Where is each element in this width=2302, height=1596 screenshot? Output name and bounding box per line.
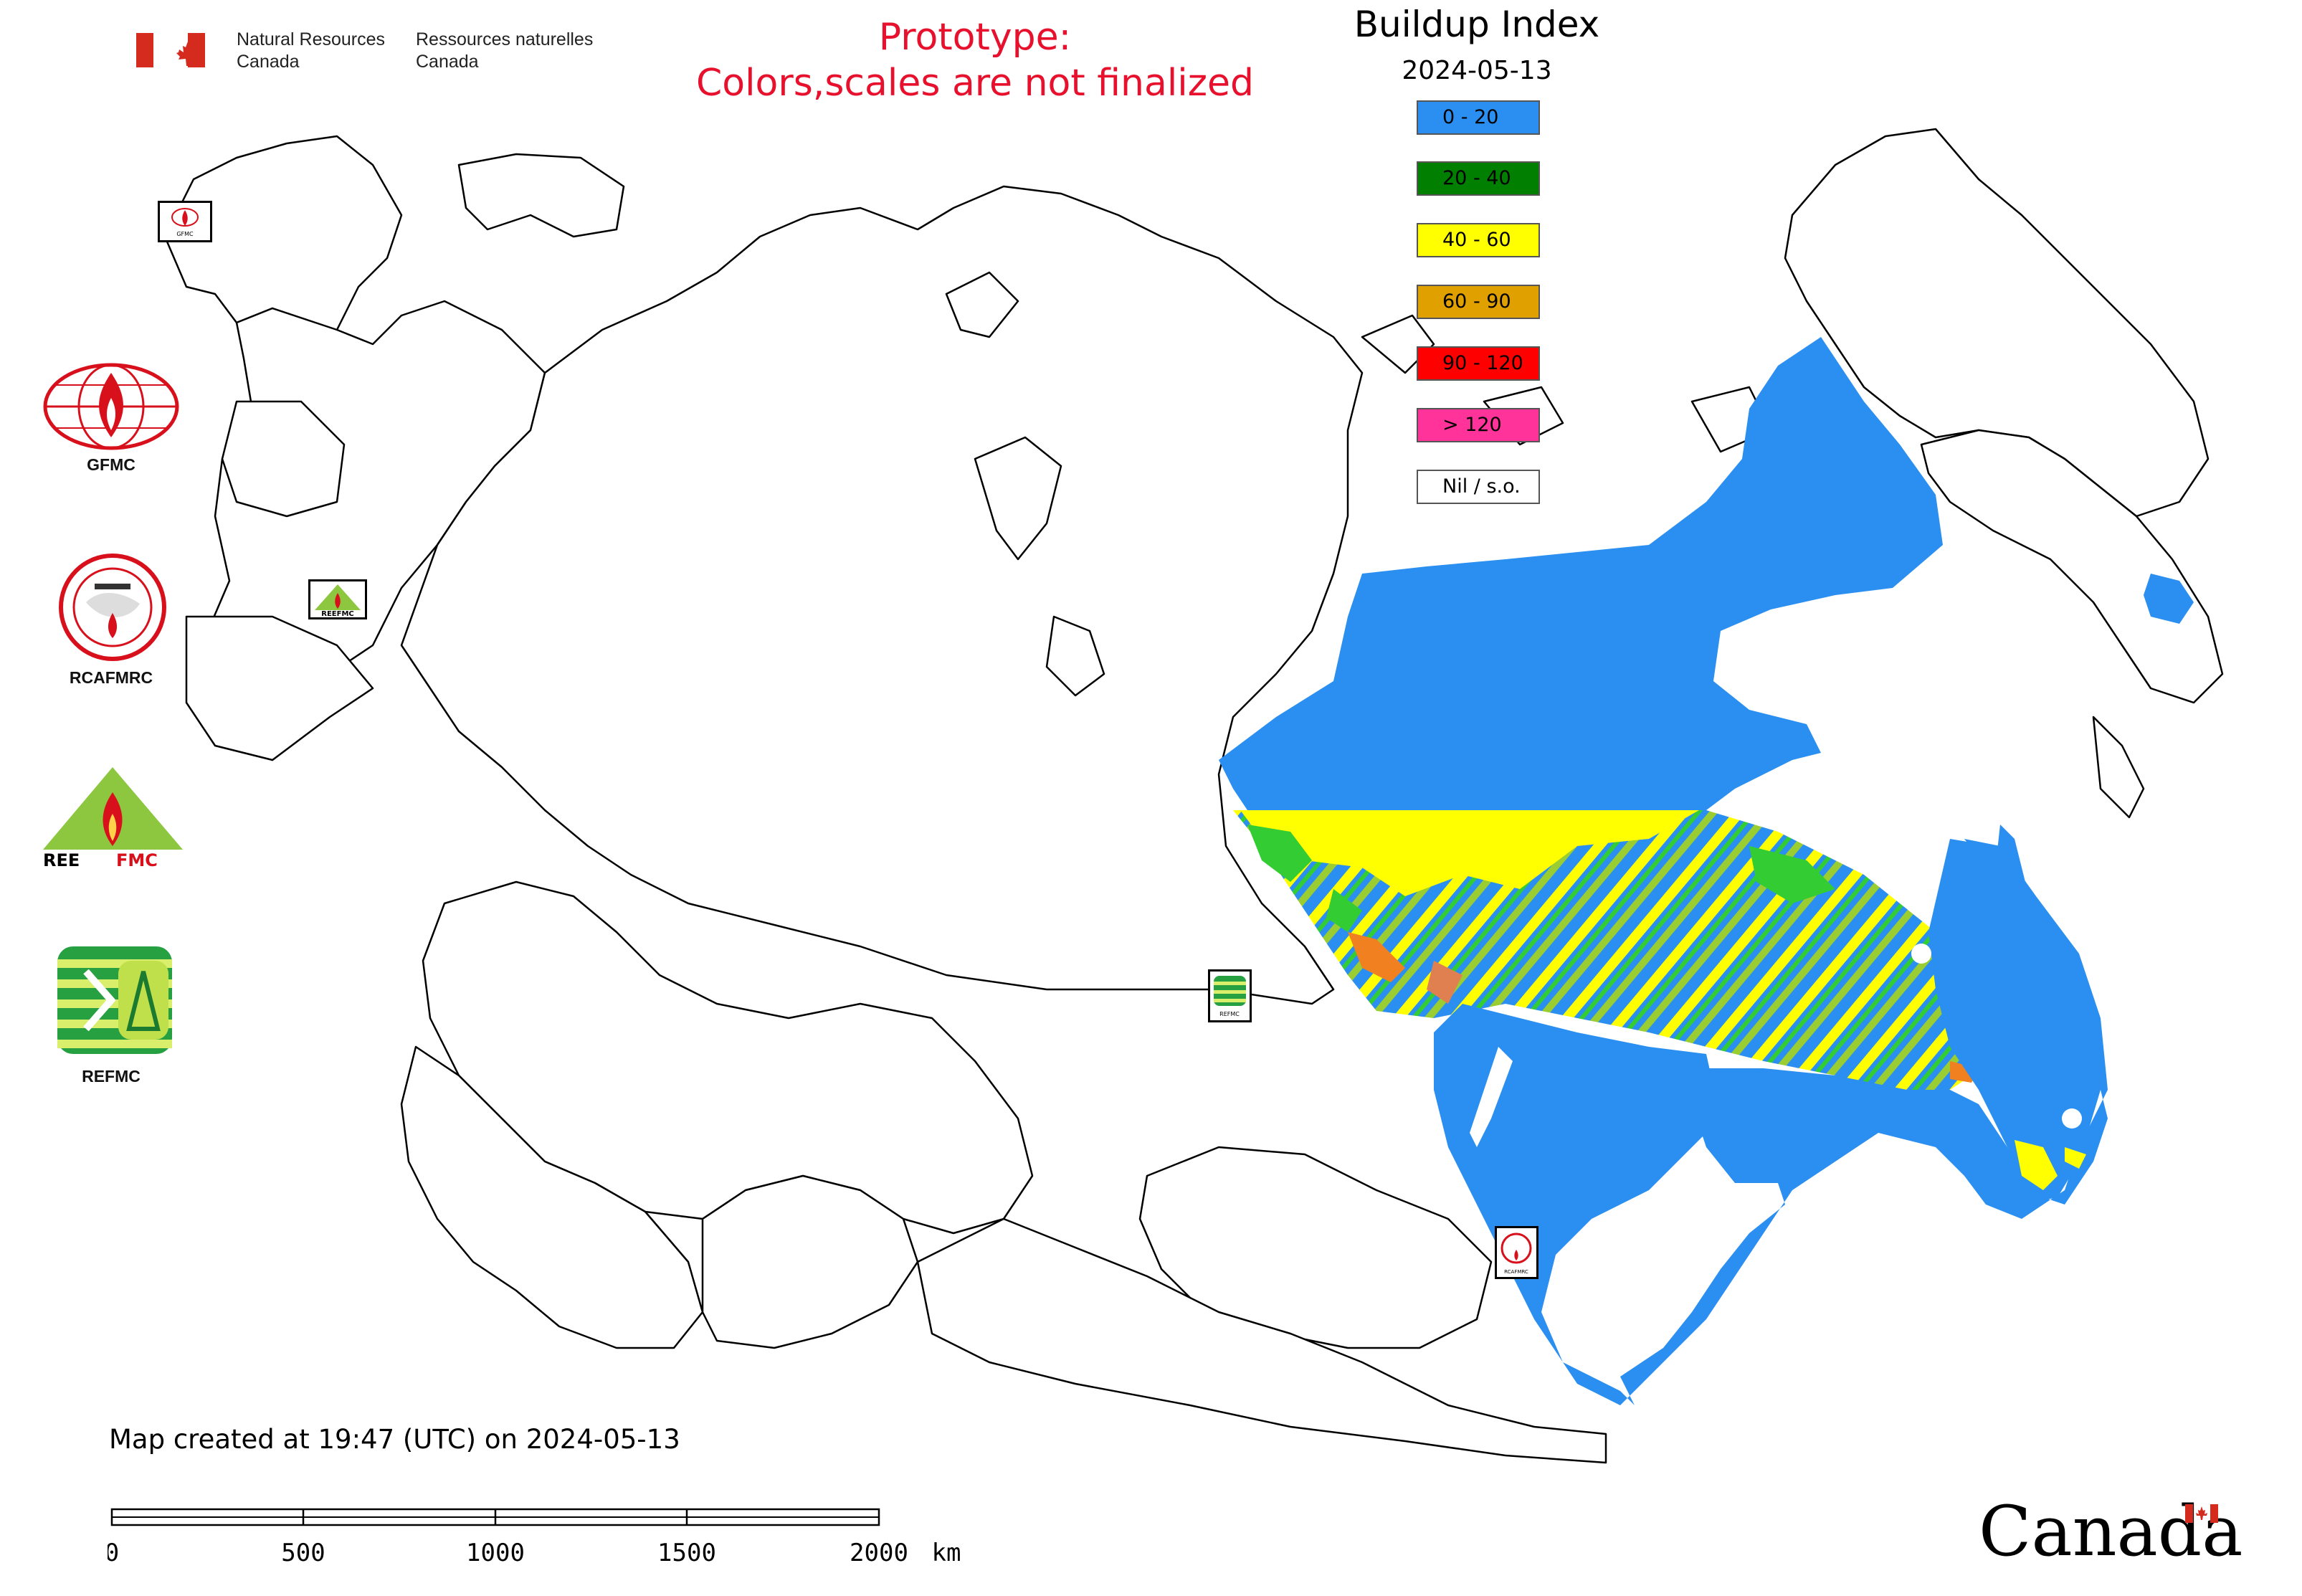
legend-item-20-40: 20 - 40 bbox=[1417, 161, 1540, 196]
refmc-label: REFMC bbox=[82, 1067, 141, 1086]
reefmc-logo-icon: REE FMC bbox=[39, 767, 186, 870]
scale-tick-0: 0 bbox=[108, 1539, 119, 1567]
svg-text:REFMC: REFMC bbox=[1219, 1011, 1240, 1017]
country-borders bbox=[163, 128, 2224, 1464]
wordmark-flag-icon bbox=[2185, 1504, 2218, 1523]
buildup-data-overlay bbox=[1219, 337, 2194, 1405]
refmc-logo-icon bbox=[57, 946, 172, 1054]
svg-text:GFMC: GFMC bbox=[176, 231, 194, 237]
scale-tick-1000: 1000 bbox=[466, 1539, 525, 1567]
legend-item-60-90: 60 - 90 bbox=[1417, 285, 1540, 319]
department-name-fr: Ressources naturelles Canada bbox=[416, 29, 594, 72]
department-name-en: Natural Resources Canada bbox=[237, 29, 386, 72]
legend-title: Buildup Index bbox=[1354, 4, 1600, 45]
legend-item-gt-120: > 120 bbox=[1417, 408, 1540, 442]
scale-tick-2000: 2000 bbox=[850, 1539, 908, 1567]
prototype-notice-line1: Prototype: bbox=[878, 16, 1072, 59]
scale-tick-1500: 1500 bbox=[657, 1539, 716, 1567]
svg-text:FMC: FMC bbox=[116, 850, 158, 870]
legend-item-0-20: 0 - 20 bbox=[1417, 100, 1540, 135]
scale-bar: 0 500 1000 1500 2000 km bbox=[108, 1508, 961, 1567]
canada-wordmark: Canada bbox=[1979, 1491, 2243, 1572]
svg-text:RCAFMRC: RCAFMRC bbox=[1504, 1269, 1528, 1275]
prototype-notice-line2: Colors,scales are not finalized bbox=[695, 62, 1255, 105]
legend-item-nil: Nil / s.o. bbox=[1417, 470, 1540, 504]
gfmc-logo-icon bbox=[43, 363, 179, 450]
rcafmrc-logo-icon bbox=[59, 554, 166, 661]
legend-item-40-60: 40 - 60 bbox=[1417, 223, 1540, 257]
rcafmrc-label: RCAFMRC bbox=[69, 668, 153, 687]
scale-unit: km bbox=[932, 1539, 961, 1567]
svg-text:REEFMC: REEFMC bbox=[321, 610, 353, 617]
prototype-notice: Prototype: Colors,scales are not finaliz… bbox=[617, 14, 1333, 106]
gfmc-marker-icon: GFMC bbox=[158, 201, 212, 242]
legend-item-90-120: 90 - 120 bbox=[1417, 346, 1540, 381]
scale-tick-500: 500 bbox=[281, 1539, 325, 1567]
nrcan-header: Natural Resources Canada Ressources natu… bbox=[136, 29, 624, 79]
svg-text:REE: REE bbox=[43, 850, 80, 870]
legend-date: 2024-05-13 bbox=[1402, 56, 1552, 85]
rcafmrc-marker-icon: RCAFMRC bbox=[1495, 1226, 1538, 1279]
reefmc-marker-icon: REEFMC bbox=[308, 579, 367, 619]
canada-flag-icon bbox=[136, 33, 153, 67]
gfmc-label: GFMC bbox=[87, 455, 135, 474]
map-created-text: Map created at 19:47 (UTC) on 2024-05-13 bbox=[109, 1424, 680, 1455]
refmc-marker-icon: REFMC bbox=[1208, 969, 1252, 1022]
